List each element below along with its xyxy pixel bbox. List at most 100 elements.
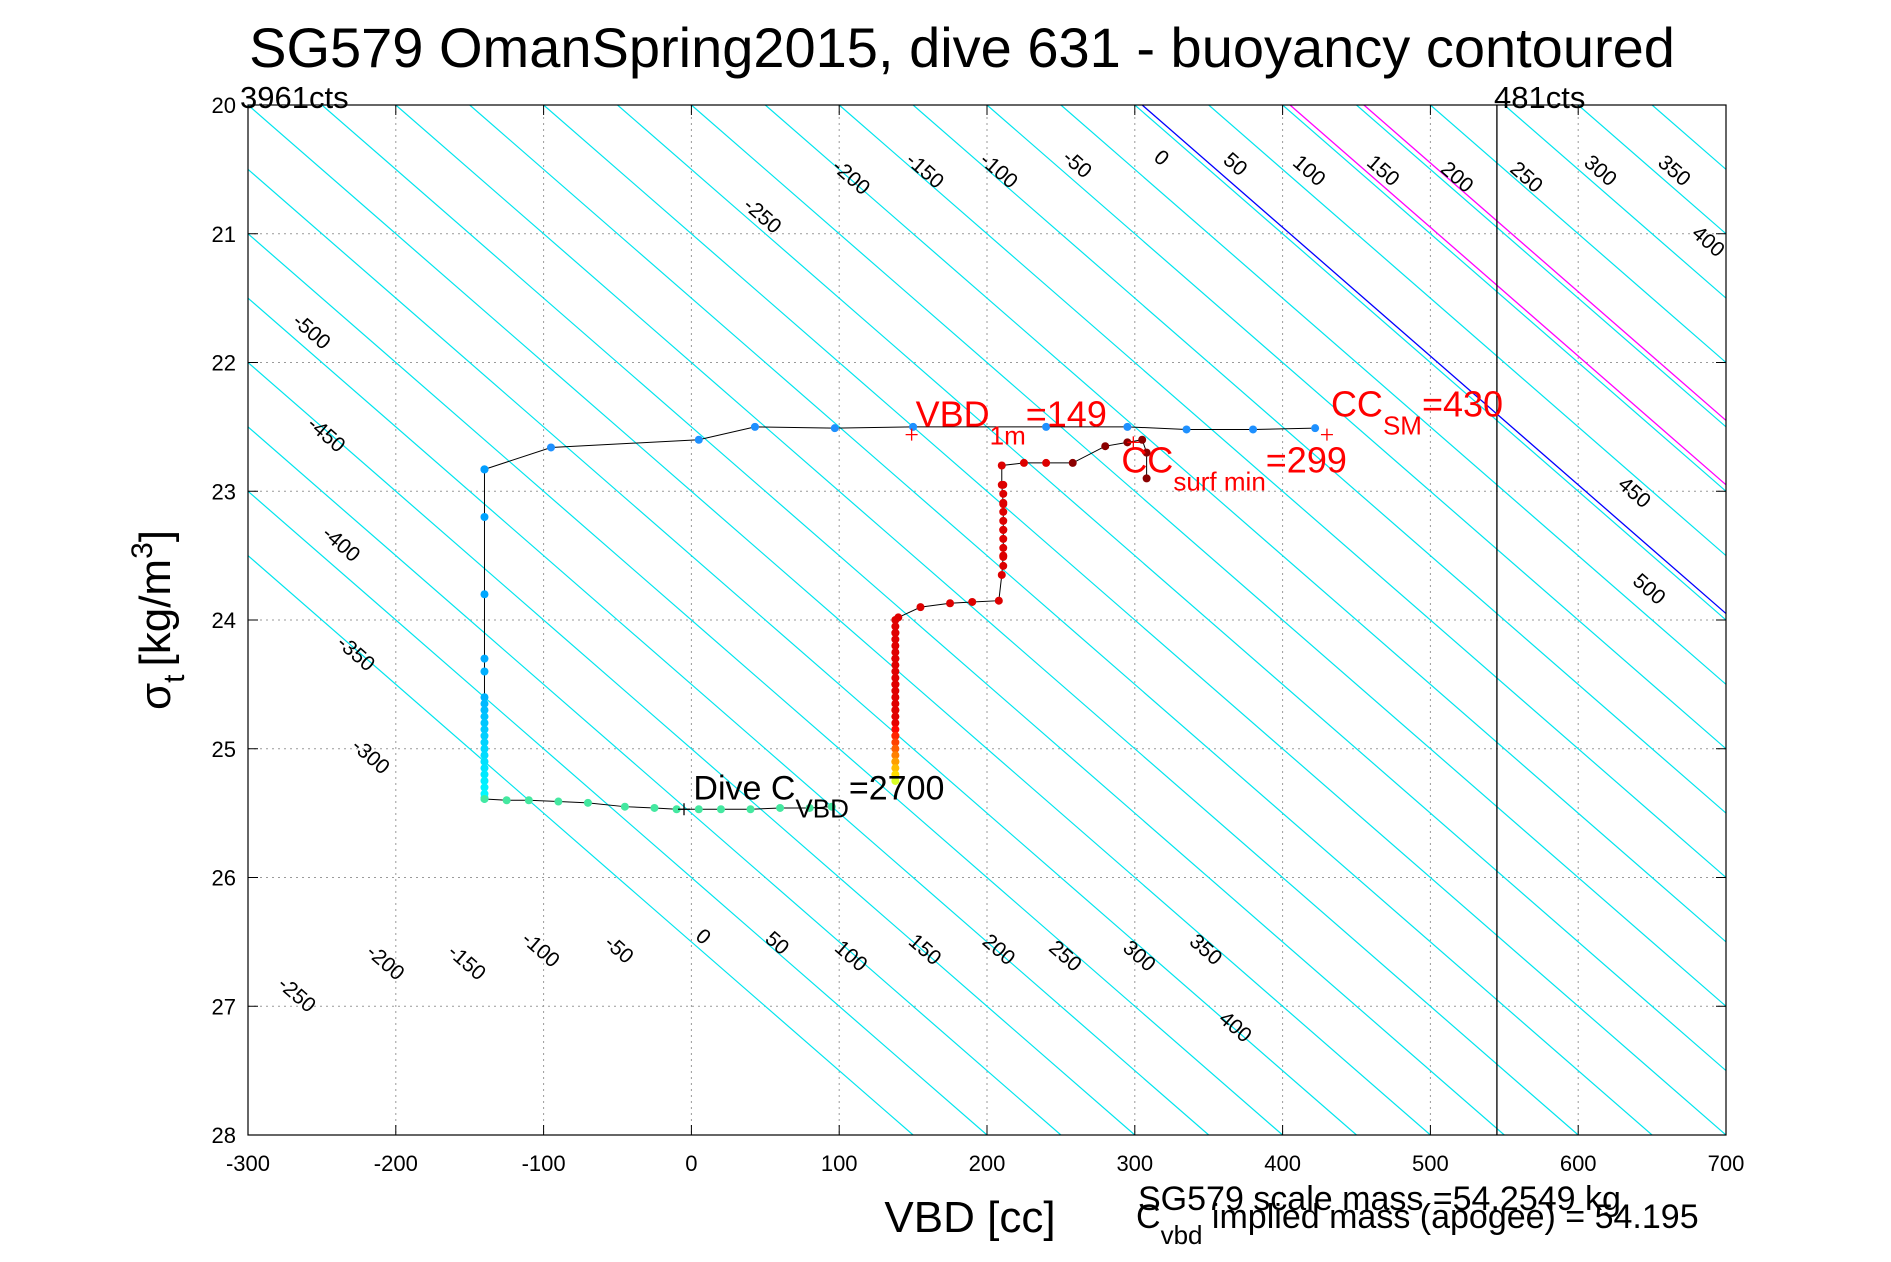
buoyancy-contours (248, 105, 1726, 1135)
y-axis-label-sup: 3 (126, 542, 159, 559)
contour-line (838, 105, 1726, 879)
y-tick-label: 21 (212, 222, 236, 247)
descent-point (999, 498, 1008, 507)
ascent-point (546, 443, 555, 452)
x-tick-label: 600 (1560, 1151, 1597, 1176)
y-tick-label: 25 (212, 737, 236, 762)
annotation-ccsm-label: CCSM=430 (1331, 384, 1503, 441)
ascent-point (480, 590, 489, 599)
data-points (480, 422, 1320, 814)
ascent-point (776, 803, 785, 812)
contour-line (248, 361, 1136, 1135)
x-tick-label: 700 (1708, 1151, 1745, 1176)
annotation-ccsm-main: CC (1331, 384, 1383, 425)
contour-line (1282, 105, 1726, 493)
svg-text:σt[kg/m3]: σt [kg/m3] (126, 530, 191, 710)
corner-label-left: 3961cts (240, 80, 349, 115)
ascent-point (480, 783, 489, 792)
descent-point (1138, 435, 1147, 444)
annotation-vbd1m-tail: =149 (1026, 394, 1107, 435)
footer-implied-c: C (1136, 1198, 1161, 1236)
annotation-ccsm-marker (1320, 428, 1333, 441)
chart-title: SG579 OmanSpring2015, dive 631 - buoyanc… (249, 16, 1675, 79)
y-axis-label-close: ] (131, 530, 180, 542)
descent-point (891, 686, 900, 695)
ascent-point (480, 706, 489, 715)
ascent-point (750, 422, 759, 431)
descent-point (891, 628, 900, 637)
contour-line-special (1363, 105, 1726, 422)
footer-implied-mass: Cvbd implied mass (apogee) = 54.195 (1136, 1198, 1699, 1250)
descent-point (1142, 448, 1151, 457)
contour-line (543, 105, 1726, 1135)
ascent-point (524, 796, 533, 805)
ascent-point (746, 805, 755, 814)
ascent-point (480, 731, 489, 740)
ascent-point (480, 764, 489, 773)
x-tick-label: 500 (1412, 1151, 1449, 1176)
descent-point (999, 480, 1008, 489)
descent-point (999, 516, 1008, 525)
y-tick-label: 26 (212, 866, 236, 891)
ascent-point (480, 751, 489, 760)
ascent-point (480, 794, 489, 803)
annotation-divecvbd-tail: =2700 (849, 769, 945, 807)
ascent-point (830, 424, 839, 433)
descent-point (946, 599, 955, 608)
y-tick-label: 27 (212, 994, 236, 1019)
footer-scale-mass: SG579 scale mass =54.2549 kg (1138, 1180, 1621, 1218)
ascent-point (1311, 424, 1320, 433)
contour-line (691, 105, 1726, 1008)
ascent-point (480, 654, 489, 663)
descent-point (891, 712, 900, 721)
ascent-point (480, 667, 489, 676)
descent-point (891, 706, 900, 715)
ascent-point (480, 699, 489, 708)
contour-line-special (1289, 105, 1726, 486)
descent-point (997, 461, 1006, 470)
footer-implied-sub: vbd (1161, 1220, 1203, 1250)
ascent-point (672, 805, 681, 814)
ascent-point (480, 513, 489, 521)
descent-point (999, 543, 1008, 552)
descent-point (891, 673, 900, 682)
annotation-vbd1m-sub: 1m (990, 421, 1026, 451)
descent-point (891, 719, 900, 727)
annotation-ccsm-tail: =430 (1422, 384, 1503, 425)
annotation-vbd1m-marker (905, 428, 918, 441)
descent-point (999, 552, 1008, 561)
descent-point (891, 731, 900, 740)
descent-point (891, 776, 900, 785)
descent-point (999, 534, 1008, 543)
descent-point (891, 654, 900, 663)
annotation-divecvbd-label: Dive CVBD=2700 (693, 769, 944, 823)
y-axis-label-sigma: σ (131, 683, 180, 710)
descent-point (994, 596, 1003, 605)
contour-line (248, 168, 1357, 1135)
ascent-point (583, 798, 592, 807)
contour-line (469, 105, 1653, 1135)
descent-point (916, 603, 925, 612)
x-tick-label: -300 (226, 1151, 270, 1176)
annotation-vbd1m-main: VBD (916, 394, 990, 435)
ascent-point (650, 803, 659, 812)
descent-point (891, 764, 900, 773)
y-tick-label: 24 (212, 608, 236, 633)
ascent-point (480, 776, 489, 785)
contour-line (1208, 105, 1726, 557)
descent-point (1019, 458, 1028, 467)
y-axis-label-sub: t (158, 674, 191, 683)
contour-line (1356, 105, 1726, 428)
annotation-ccsurf-sub: surf min (1173, 466, 1265, 496)
descent-point (891, 661, 900, 670)
ascent-point (1182, 425, 1191, 434)
contour-line (986, 105, 1726, 750)
x-tick-label: 300 (1116, 1151, 1153, 1176)
annotation-vbd1m-label: VBD1m=149 (916, 394, 1107, 451)
ascent-point (1042, 422, 1051, 431)
ascent-point (694, 805, 703, 814)
descent-point (891, 667, 900, 676)
x-axis-label: VBD [cc] (884, 1193, 1055, 1242)
y-axis-label-units: [kg/m (131, 559, 180, 667)
